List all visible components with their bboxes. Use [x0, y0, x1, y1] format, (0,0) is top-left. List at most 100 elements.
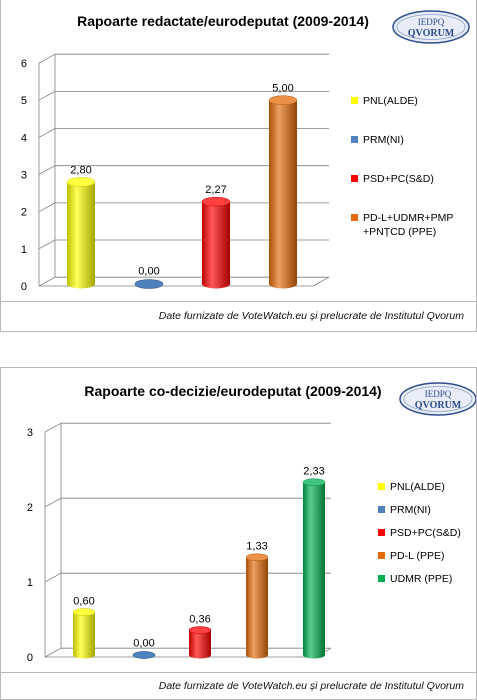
- chart-title: Rapoarte co-decizie/eurodeputat (2009-20…: [84, 383, 381, 399]
- legend-item: PNL(ALDE): [351, 95, 418, 107]
- source-note: Date furnizate de VoteWatch.eu și preluc…: [158, 680, 464, 692]
- gridline-slant: [38, 202, 56, 213]
- y-tick-label: 2: [21, 207, 27, 219]
- source-divider: [1, 672, 476, 673]
- floor-edge: [312, 276, 330, 287]
- bar-prm-ni-: [134, 279, 164, 289]
- gridline-slant: [38, 165, 56, 175]
- bar-top: [72, 608, 96, 616]
- legend-label: PSD+PC(S&D): [363, 173, 434, 185]
- legend-label: PD-L (PPE): [390, 550, 444, 562]
- chart-panel-reports: Rapoarte redactate/eurodeputat (2009-201…: [0, 0, 477, 332]
- bar-pd-l-ppe-: [245, 553, 269, 659]
- data-label: 5,00: [272, 83, 293, 95]
- y-tick-label: 5: [21, 95, 27, 107]
- legend-item: UDMR (PPE): [378, 573, 452, 585]
- gridline-slant: [38, 53, 56, 64]
- bar-pnl-alde-: [72, 608, 96, 659]
- logo-text-bottom: QVORUM: [415, 400, 462, 411]
- gridline-slant: [44, 572, 62, 583]
- bar-top: [201, 196, 231, 207]
- legend-item: PD-L (PPE): [378, 550, 444, 562]
- bar-pnl-alde-: [66, 177, 96, 289]
- bar-top: [268, 95, 298, 105]
- bar-top: [245, 553, 269, 562]
- legend-label: PSD+PC(S&D): [390, 527, 461, 539]
- legend-swatch: [351, 214, 358, 221]
- y-tick-label: 0: [27, 652, 33, 664]
- legend-item: PSD+PC(S&D): [378, 527, 461, 539]
- legend-item: PD-L+UDMR+PMP +PNȚCD (PPE): [351, 212, 453, 238]
- data-label: 0,36: [189, 613, 210, 625]
- legend-swatch: [378, 506, 385, 513]
- legend-swatch: [351, 97, 358, 104]
- legend-label: UDMR (PPE): [390, 573, 452, 585]
- y-tick-label: 1: [27, 577, 33, 589]
- legend-item: PSD+PC(S&D): [351, 173, 434, 185]
- bar-body: [269, 100, 297, 289]
- data-label: 0,00: [138, 266, 159, 278]
- bar-psd-pc-s-d-: [201, 196, 231, 289]
- y-tick-label: 0: [21, 281, 27, 293]
- bar-body: [246, 557, 268, 659]
- bar-top: [302, 478, 326, 487]
- logo-text-top: IEDPQ: [425, 389, 452, 399]
- chart-reports-drafted: Rapoarte redactate/eurodeputat (2009-201…: [21, 13, 454, 293]
- bar-top: [188, 626, 212, 634]
- data-label: 2,80: [70, 164, 91, 176]
- bar-top: [66, 177, 96, 187]
- legend-swatch: [378, 483, 385, 490]
- y-tick-label: 6: [21, 58, 27, 70]
- bar-pd-l-udmr-pmp-pn-cd-ppe-: [268, 95, 298, 289]
- chart-title: Rapoarte redactate/eurodeputat (2009-201…: [77, 13, 369, 29]
- legend-item: PNL(ALDE): [378, 481, 445, 493]
- gridline-slant: [44, 422, 62, 433]
- y-tick-label: 4: [21, 132, 27, 144]
- chart-panel-codecision: Rapoarte co-decizie/eurodeputat (2009-20…: [0, 367, 477, 700]
- bar-prm-ni-: [132, 651, 156, 659]
- legend-swatch: [351, 175, 358, 182]
- data-label: 0,60: [73, 595, 94, 607]
- chart-codecision-reports: Rapoarte co-decizie/eurodeputat (2009-20…: [27, 383, 461, 664]
- gridline-slant: [38, 91, 56, 101]
- bar-body: [303, 482, 325, 659]
- source-note: Date furnizate de VoteWatch.eu și preluc…: [158, 310, 464, 322]
- legend-swatch: [378, 529, 385, 536]
- legend-swatch: [378, 552, 385, 559]
- legend-label: PNL(ALDE): [390, 481, 445, 493]
- data-label: 1,33: [246, 541, 267, 553]
- gridline-slant: [38, 128, 56, 138]
- legend-label: PRM(NI): [363, 134, 404, 146]
- source-divider: [1, 301, 476, 302]
- data-label: 0,00: [133, 637, 154, 649]
- legend-label: PRM(NI): [390, 504, 431, 516]
- y-tick-label: 3: [27, 427, 33, 439]
- legend-swatch: [378, 575, 385, 582]
- bar-disc: [134, 279, 164, 289]
- qvorum-logo: IEDPQ QVORUM: [391, 8, 471, 46]
- qvorum-logo: IEDPQ QVORUM: [398, 380, 476, 418]
- data-label: 2,33: [303, 466, 324, 478]
- gridline-slant: [38, 276, 56, 287]
- data-label: 2,27: [205, 184, 226, 196]
- legend-item: PRM(NI): [378, 504, 431, 516]
- gridline-slant: [44, 497, 62, 508]
- legend-label: +PNȚCD (PPE): [363, 226, 436, 238]
- bar-udmr-ppe-: [302, 478, 326, 659]
- logo-text-bottom: QVORUM: [408, 28, 455, 39]
- bar-body: [189, 630, 211, 659]
- gridline-slant: [38, 239, 56, 250]
- legend-swatch: [351, 136, 358, 143]
- bar-psd-pc-s-d-: [188, 626, 212, 659]
- legend-item: PRM(NI): [351, 134, 404, 146]
- y-tick-label: 2: [27, 502, 33, 514]
- legend-label: PD-L+UDMR+PMP: [363, 212, 453, 224]
- bar-body: [73, 612, 95, 659]
- logo-text-top: IEDPQ: [418, 17, 445, 27]
- bar-body: [67, 181, 95, 289]
- bar-disc: [132, 651, 156, 659]
- y-tick-label: 1: [21, 244, 27, 256]
- bar-body: [202, 201, 230, 289]
- y-tick-label: 3: [21, 170, 27, 182]
- gridline-slant: [44, 647, 62, 658]
